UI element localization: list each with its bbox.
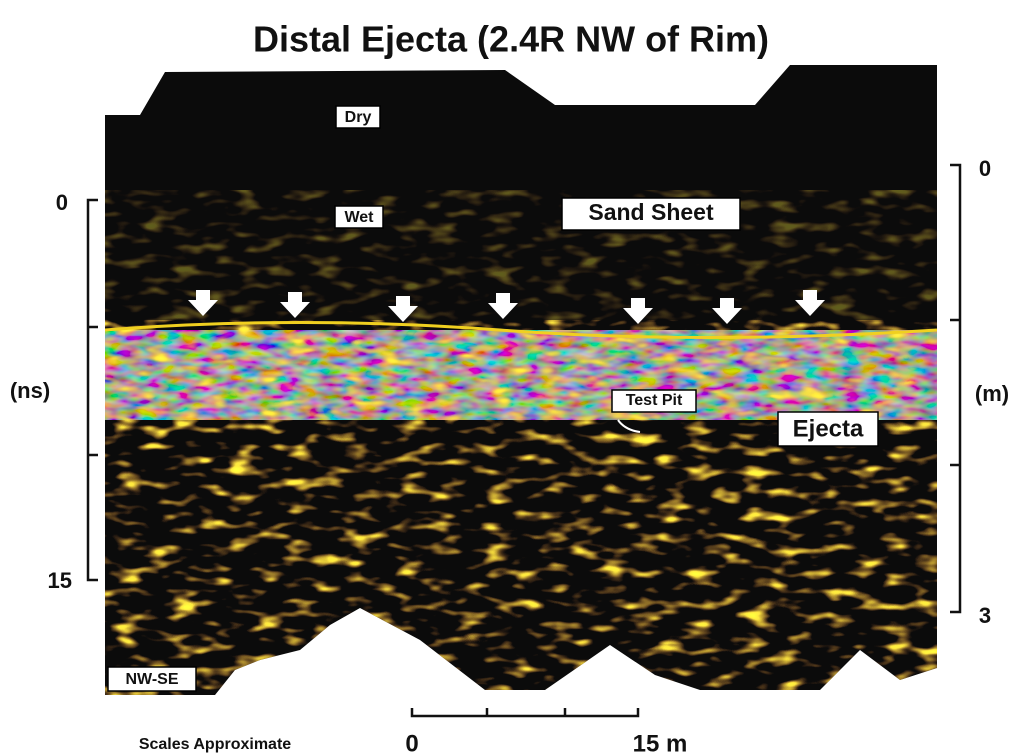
right-tick-label: 0 (979, 156, 991, 181)
left-tick-label: 0 (56, 190, 68, 215)
label-direction: NW-SE (125, 671, 178, 688)
figure: Distal Ejecta (2.4R NW of Rim) Dry Wet S… (0, 0, 1022, 755)
left-axis-label: (ns) (10, 378, 50, 403)
scale-bar (412, 708, 638, 716)
right-scale (950, 165, 960, 612)
left-scale (88, 200, 98, 580)
left-tick-label: 15 (48, 568, 72, 593)
scale-end: 15 m (633, 730, 688, 755)
scale-start: 0 (405, 730, 418, 755)
scale-note: Scales Approximate (139, 736, 291, 753)
label-sand-sheet: Sand Sheet (588, 199, 714, 225)
label-test-pit: Test Pit (626, 392, 683, 409)
label-ejecta: Ejecta (793, 415, 864, 442)
label-wet: Wet (344, 209, 374, 226)
radargram (100, 60, 940, 700)
right-tick-label: 3 (979, 603, 991, 628)
right-axis-label: (m) (975, 381, 1009, 406)
title: Distal Ejecta (2.4R NW of Rim) (253, 19, 769, 60)
label-dry: Dry (345, 109, 372, 126)
